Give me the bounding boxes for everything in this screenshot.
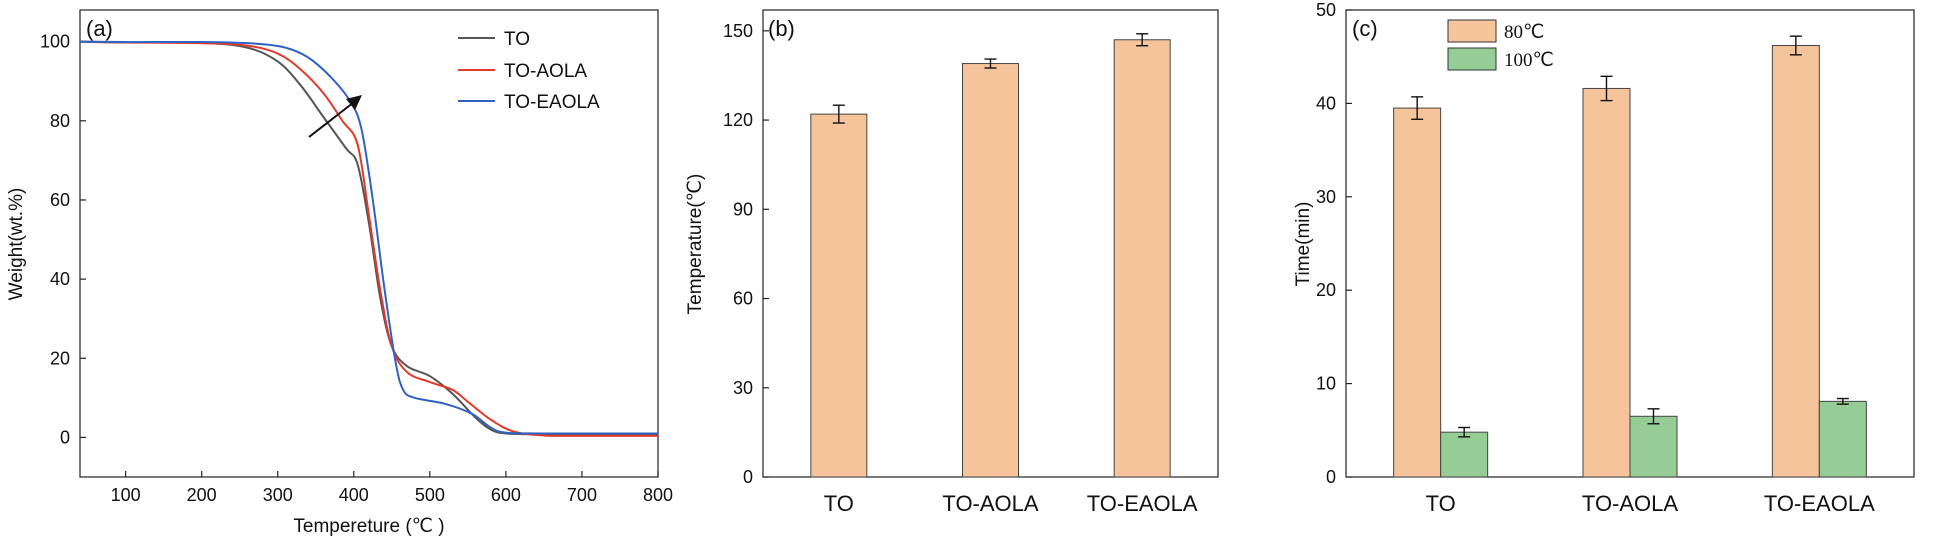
panel-b-ytick-label: 60 — [733, 289, 753, 309]
panel-c-bar-to-100 — [1440, 431, 1489, 478]
panel-a-xlabel: Tempereture (℃ ) — [293, 516, 444, 537]
panel-b-ylabel: Temperature(℃) — [685, 174, 706, 315]
trend-arrow — [308, 95, 362, 138]
panel-c-ticks: 0 10 20 30 40 50 TO TO-AOLA TO-EAOLA — [1316, 0, 1875, 516]
legend-label-100c: 100℃ — [1504, 50, 1554, 71]
panel-c-bar-to-aola-100 — [1629, 415, 1678, 478]
panel-c-ytick-label: 20 — [1316, 280, 1336, 300]
panel-a-xtick-label: 700 — [567, 485, 597, 505]
panel-c-category-label: TO — [1426, 491, 1456, 516]
panel-b-bar-chart: (b) Temperature(℃) 0 30 60 90 120 150 TO TO-AOL… — [685, 9, 1219, 516]
panel-a-xtick-label: 100 — [111, 485, 141, 505]
panel-c-ytick-label: 50 — [1316, 0, 1336, 20]
panel-b-ytick-label: 150 — [723, 21, 753, 41]
trend-arrow-shaft — [308, 98, 359, 138]
panel-c-bar-to-80 — [1393, 107, 1442, 478]
panel-c-bar-chart: (c) Time(min) 0 10 20 30 40 50 TO TO-AOLA TO-EAO… — [1293, 0, 1915, 516]
panel-b-bar-to — [810, 113, 868, 478]
panel-b-label: (b) — [768, 16, 795, 41]
panel-c-bar-to-eaola-100 — [1818, 400, 1867, 478]
panel-b-category-label: TO — [824, 491, 854, 516]
series-line-to — [79, 40, 658, 436]
panel-c-legend: 80℃ 100℃ — [1447, 19, 1554, 71]
panel-a-xtick-label: 300 — [263, 485, 293, 505]
panel-a-ytick-label: 100 — [40, 32, 70, 52]
panel-a-ytick-label: 0 — [60, 427, 70, 447]
panel-a-ytick-label: 40 — [50, 269, 70, 289]
panel-a-xtick-label: 200 — [187, 485, 217, 505]
panel-c-ytick-label: 0 — [1326, 467, 1336, 487]
legend-label-to-aola: TO-AOLA — [504, 61, 587, 82]
panel-c-ytick-label: 30 — [1316, 187, 1336, 207]
legend-label-80c: 80℃ — [1504, 22, 1544, 43]
panel-c-label: (c) — [1352, 16, 1378, 41]
panel-b-ytick-label: 30 — [733, 378, 753, 398]
panel-a-ytick-label: 60 — [50, 190, 70, 210]
panel-a-xtick-label: 800 — [643, 485, 673, 505]
panel-a-xtick-label: 400 — [339, 485, 369, 505]
panel-b-ytick-label: 90 — [733, 199, 753, 219]
panel-b-category-label: TO-AOLA — [942, 491, 1039, 516]
panel-b-category-label: TO-EAOLA — [1087, 491, 1198, 516]
panel-a-label: (a) — [86, 16, 113, 41]
panel-c-bar-to-aola-80 — [1582, 87, 1631, 478]
panel-b-ytick-label: 120 — [723, 110, 753, 130]
legend-swatch-80c — [1447, 19, 1497, 43]
panel-a-ylabel: Weight(wt.%) — [6, 188, 27, 301]
panel-b-bar-to-aola — [962, 63, 1019, 478]
panel-b-ytick-label: 0 — [743, 467, 753, 487]
panel-a-series-lines — [79, 40, 659, 437]
series-line-to-aola — [79, 40, 659, 437]
panel-a-frame — [79, 9, 659, 478]
panel-c-bars — [1393, 35, 1867, 478]
panel-b-bars — [810, 33, 1171, 478]
panel-c-category-label: TO-AOLA — [1582, 491, 1679, 516]
panel-b-bar-to-eaola — [1113, 39, 1171, 478]
panel-c-ylabel: Time(min) — [1293, 202, 1314, 287]
panel-a-tga-chart: (a) Tempereture (℃ ) Weight(wt.%) 100 200… — [6, 9, 673, 537]
series-line-to-eaola — [79, 40, 659, 435]
panel-c-ytick-label: 10 — [1316, 374, 1336, 394]
panel-b-ticks: 0 30 60 90 120 150 TO TO-AOLA TO-EAOLA — [723, 21, 1198, 516]
legend-swatch-100c — [1447, 47, 1497, 71]
legend-label-to-eaola: TO-EAOLA — [504, 92, 600, 113]
panel-c-category-label: TO-EAOLA — [1764, 491, 1875, 516]
panel-a-ytick-label: 80 — [50, 111, 70, 131]
panel-a-ytick-label: 20 — [50, 348, 70, 368]
panel-a-legend: TO TO-AOLA TO-EAOLA — [458, 29, 600, 113]
panel-a-xtick-label: 600 — [491, 485, 521, 505]
trend-arrow-head — [346, 95, 362, 110]
legend-label-to: TO — [504, 29, 530, 50]
panel-a-xtick-label: 500 — [415, 485, 445, 505]
panel-c-ytick-label: 40 — [1316, 93, 1336, 113]
panel-c-bar-to-eaola-80 — [1771, 44, 1820, 478]
panel-a-ticks: 100 200 300 400 500 600 700 800 0 20 40 60 80 100 — [40, 32, 673, 505]
